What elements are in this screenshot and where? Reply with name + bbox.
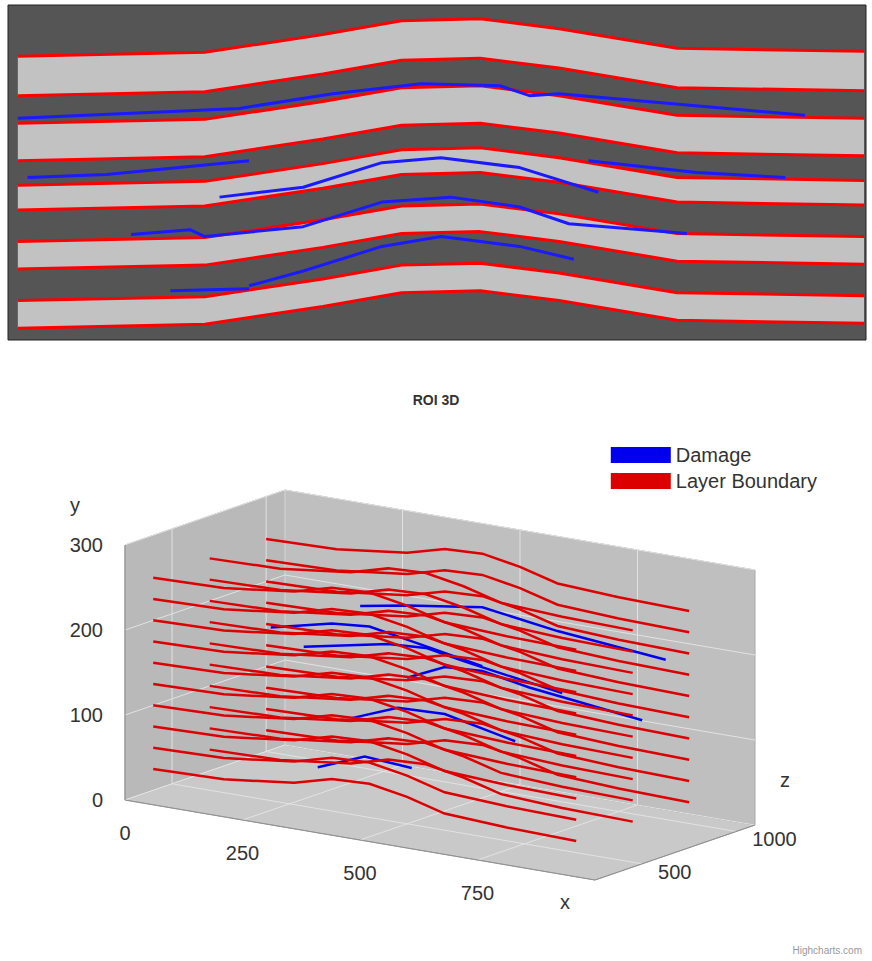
svg-text:Highcharts.com: Highcharts.com	[793, 945, 862, 956]
svg-text:200: 200	[70, 619, 103, 641]
svg-text:300: 300	[70, 534, 103, 556]
svg-text:0: 0	[119, 822, 130, 844]
svg-text:z: z	[780, 769, 790, 791]
svg-text:Damage: Damage	[676, 444, 752, 466]
svg-text:y: y	[70, 494, 80, 516]
svg-text:0: 0	[92, 789, 103, 811]
svg-text:Layer Boundary: Layer Boundary	[676, 470, 817, 492]
svg-text:500: 500	[658, 861, 691, 883]
svg-text:ROI 3D: ROI 3D	[413, 392, 460, 408]
svg-text:x: x	[560, 891, 570, 913]
svg-text:1000: 1000	[752, 828, 797, 850]
svg-text:100: 100	[70, 704, 103, 726]
svg-text:250: 250	[226, 842, 259, 864]
svg-text:500: 500	[343, 862, 376, 884]
svg-text:750: 750	[461, 882, 494, 904]
